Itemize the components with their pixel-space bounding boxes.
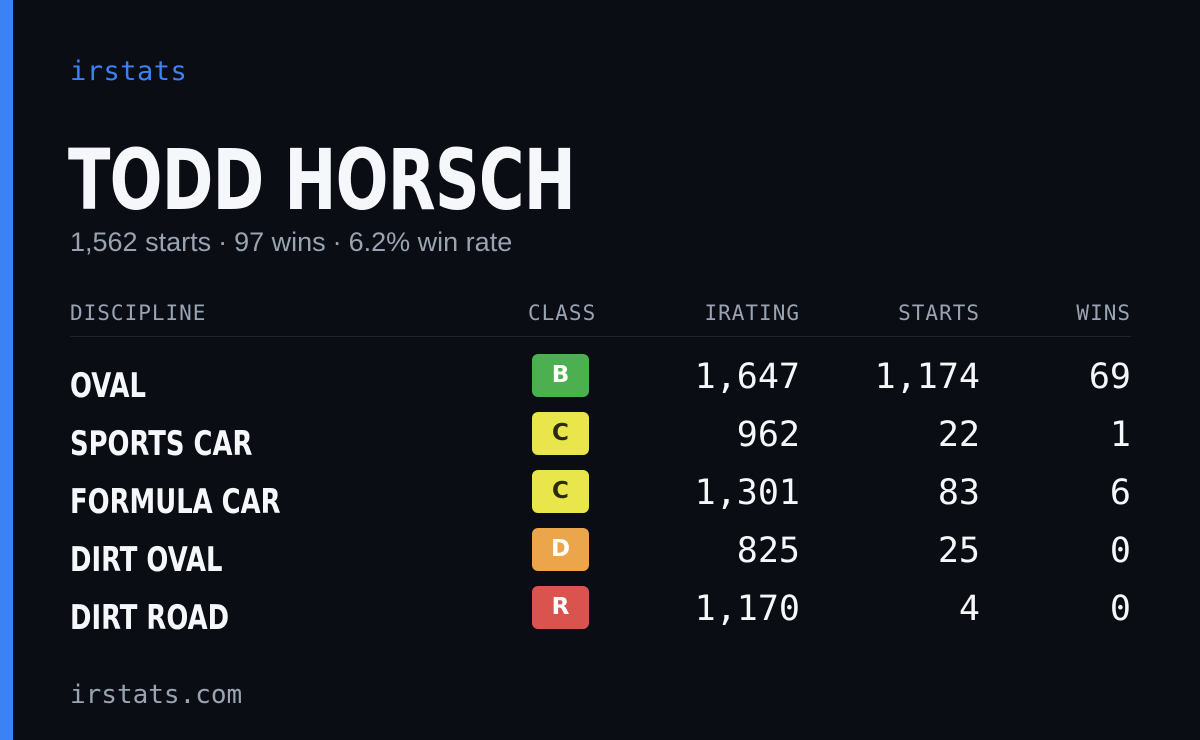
class-badge: B	[532, 354, 589, 397]
wins-value: 1	[1109, 415, 1131, 455]
driver-summary: 1,562 starts · 97 wins · 6.2% win rate	[70, 227, 512, 258]
summary-separator: ·	[218, 227, 228, 257]
table-header: DISCIPLINE CLASS IRATING STARTS WINS	[70, 298, 1131, 337]
starts-value: 4	[958, 589, 980, 629]
discipline-name: SPORTS CAR	[70, 424, 253, 464]
class-badge: C	[532, 412, 589, 455]
win-rate-summary: 6.2% win rate	[348, 227, 513, 257]
table-row: OVAL B 1,647 1,174 69	[70, 354, 1131, 412]
irating-value: 1,170	[694, 589, 800, 629]
footer-url: irstats.com	[70, 680, 243, 710]
irating-value: 1,301	[694, 473, 800, 513]
table-row: SPORTS CAR C 962 22 1	[70, 412, 1131, 470]
starts-value: 25	[937, 531, 980, 571]
driver-name: TODD HORSCH	[68, 131, 576, 229]
irating-value: 1,647	[694, 357, 800, 397]
wins-summary: 97 wins	[234, 227, 326, 257]
table-row: DIRT ROAD R 1,170 4 0	[70, 586, 1131, 644]
starts-value: 1,174	[874, 357, 980, 397]
table-row: FORMULA CAR C 1,301 83 6	[70, 470, 1131, 528]
wins-value: 6	[1109, 473, 1131, 513]
class-badge: C	[532, 470, 589, 513]
discipline-name: FORMULA CAR	[70, 482, 281, 522]
discipline-name: DIRT OVAL	[70, 540, 223, 580]
summary-separator: ·	[332, 227, 342, 257]
header-wins: WINS	[1076, 301, 1131, 325]
discipline-name: DIRT ROAD	[70, 598, 230, 638]
wins-value: 69	[1088, 357, 1131, 397]
discipline-name: OVAL	[70, 366, 146, 406]
discipline-table: DISCIPLINE CLASS IRATING STARTS WINS OVA…	[70, 298, 1131, 638]
starts-summary: 1,562 starts	[70, 227, 212, 257]
class-badge: R	[532, 586, 589, 629]
header-starts: STARTS	[898, 301, 980, 325]
irating-value: 962	[736, 415, 800, 455]
wins-value: 0	[1109, 589, 1131, 629]
header-irating: IRATING	[704, 301, 800, 325]
accent-bar	[0, 0, 13, 740]
class-badge: D	[532, 528, 589, 571]
starts-value: 83	[937, 473, 980, 513]
irating-value: 825	[736, 531, 800, 571]
header-class: CLASS	[528, 301, 597, 325]
starts-value: 22	[937, 415, 980, 455]
table-row: DIRT OVAL D 825 25 0	[70, 528, 1131, 586]
brand-logo-text: irstats	[70, 56, 188, 87]
wins-value: 0	[1109, 531, 1131, 571]
header-discipline: DISCIPLINE	[70, 301, 207, 325]
